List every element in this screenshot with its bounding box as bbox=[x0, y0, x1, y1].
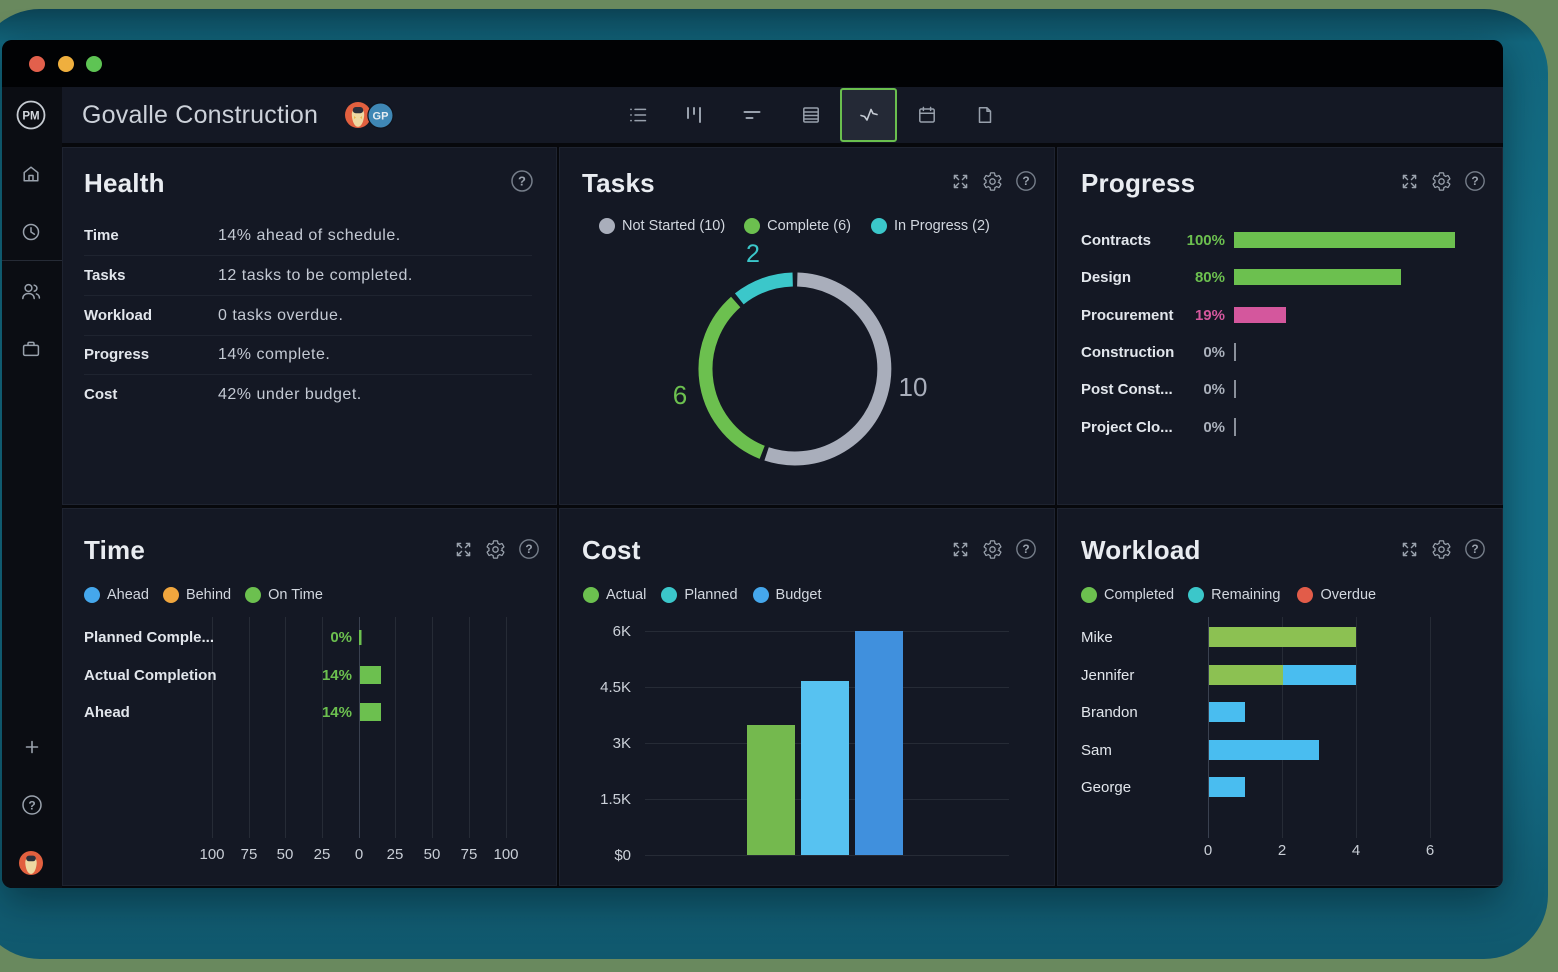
svg-text:Contracts: Contracts bbox=[1081, 232, 1151, 249]
svg-text:3K: 3K bbox=[613, 735, 631, 752]
svg-text:14%: 14% bbox=[322, 667, 352, 684]
svg-text:0: 0 bbox=[1204, 842, 1212, 859]
svg-text:Construction: Construction bbox=[1081, 344, 1174, 361]
svg-text:Planned Comple...: Planned Comple... bbox=[84, 629, 214, 646]
svg-text:4.5K: 4.5K bbox=[600, 679, 631, 696]
svg-text:?: ? bbox=[1471, 174, 1478, 188]
svg-text:50: 50 bbox=[277, 846, 294, 863]
svg-text:2: 2 bbox=[746, 240, 760, 268]
svg-text:6K: 6K bbox=[613, 623, 631, 640]
svg-text:0: 0 bbox=[355, 846, 363, 863]
svg-text:Post Const...: Post Const... bbox=[1081, 381, 1173, 398]
svg-text:Project Clo...: Project Clo... bbox=[1081, 419, 1173, 436]
svg-text:0%: 0% bbox=[330, 629, 352, 646]
svg-text:2: 2 bbox=[1278, 842, 1286, 859]
svg-text:George: George bbox=[1081, 779, 1131, 796]
svg-text:50: 50 bbox=[424, 846, 441, 863]
svg-text:?: ? bbox=[525, 542, 532, 556]
svg-text:1.5K: 1.5K bbox=[600, 791, 631, 808]
svg-text:19%: 19% bbox=[1195, 307, 1225, 324]
svg-text:Mike: Mike bbox=[1081, 629, 1113, 646]
svg-text:Actual Completion: Actual Completion bbox=[84, 667, 217, 684]
svg-text:10: 10 bbox=[899, 372, 928, 402]
svg-text:25: 25 bbox=[387, 846, 404, 863]
svg-text:6: 6 bbox=[1426, 842, 1434, 859]
svg-text:100: 100 bbox=[199, 846, 224, 863]
svg-text:GP: GP bbox=[373, 110, 389, 122]
svg-text:Ahead: Ahead bbox=[84, 704, 130, 721]
svg-text:$0: $0 bbox=[614, 847, 631, 864]
svg-text:?: ? bbox=[1471, 542, 1478, 556]
svg-text:PM: PM bbox=[22, 111, 39, 123]
svg-text:100%: 100% bbox=[1187, 232, 1225, 249]
svg-text:0%: 0% bbox=[1203, 419, 1225, 436]
svg-text:0%: 0% bbox=[1203, 381, 1225, 398]
svg-text:?: ? bbox=[28, 798, 35, 812]
svg-text:4: 4 bbox=[1352, 842, 1360, 859]
svg-text:Design: Design bbox=[1081, 269, 1131, 286]
svg-text:Jennifer: Jennifer bbox=[1081, 667, 1134, 684]
svg-text:?: ? bbox=[518, 174, 526, 189]
svg-text:Procurement: Procurement bbox=[1081, 307, 1174, 324]
svg-text:?: ? bbox=[1022, 174, 1029, 188]
svg-text:Sam: Sam bbox=[1081, 742, 1112, 759]
svg-text:0%: 0% bbox=[1203, 344, 1225, 361]
svg-text:80%: 80% bbox=[1195, 269, 1225, 286]
svg-text:75: 75 bbox=[461, 846, 478, 863]
svg-text:75: 75 bbox=[241, 846, 258, 863]
svg-text:100: 100 bbox=[493, 846, 518, 863]
svg-text:?: ? bbox=[1022, 542, 1029, 556]
svg-text:25: 25 bbox=[314, 846, 331, 863]
svg-text:14%: 14% bbox=[322, 704, 352, 721]
svg-text:6: 6 bbox=[673, 380, 687, 410]
svg-text:Brandon: Brandon bbox=[1081, 704, 1138, 721]
